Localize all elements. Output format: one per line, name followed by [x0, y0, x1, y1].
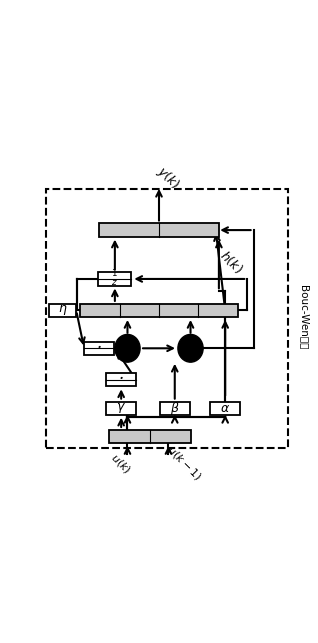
Bar — [106, 373, 136, 386]
Text: $y(k)$: $y(k)$ — [153, 163, 183, 193]
Bar — [108, 430, 190, 443]
Text: $\eta$: $\eta$ — [58, 303, 68, 318]
Bar — [98, 273, 131, 285]
Bar — [80, 304, 238, 317]
Text: ·: · — [96, 340, 102, 357]
Bar — [50, 304, 76, 317]
Text: $\beta$: $\beta$ — [170, 400, 180, 417]
Ellipse shape — [115, 334, 140, 362]
Text: Bouc-Wen模型: Bouc-Wen模型 — [299, 285, 309, 349]
Bar — [99, 224, 219, 237]
Bar — [84, 341, 114, 355]
Text: $u(k)$: $u(k)$ — [108, 451, 134, 476]
Text: $\alpha$: $\alpha$ — [220, 402, 230, 415]
Text: $\frac{1}{z}$: $\frac{1}{z}$ — [111, 269, 119, 289]
Bar — [106, 402, 136, 415]
Text: $\gamma$: $\gamma$ — [116, 401, 126, 415]
Text: ·: · — [119, 371, 124, 388]
Bar — [160, 402, 190, 415]
Bar — [210, 402, 240, 415]
FancyBboxPatch shape — [45, 189, 288, 448]
Ellipse shape — [178, 334, 203, 362]
Text: $h(k)$: $h(k)$ — [217, 247, 246, 276]
Text: $u(k-1)$: $u(k-1)$ — [164, 443, 204, 484]
